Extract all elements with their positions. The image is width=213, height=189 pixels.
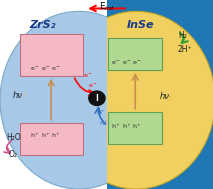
Text: h$^+$: h$^+$ (99, 119, 109, 128)
Text: e$^-$: e$^-$ (52, 65, 61, 73)
Text: e$^-$: e$^-$ (83, 72, 93, 80)
Bar (108, 112, 162, 144)
Bar (106, 0, 213, 189)
Text: I: I (95, 94, 98, 103)
Bar (20, 34, 83, 76)
Polygon shape (23, 89, 26, 100)
Text: h$^+$: h$^+$ (30, 131, 40, 140)
Text: hν: hν (160, 92, 170, 101)
Text: h$^+$: h$^+$ (122, 122, 132, 131)
Text: h$^+$: h$^+$ (111, 122, 121, 131)
Text: e$^-$: e$^-$ (88, 82, 98, 90)
Text: e$^-$: e$^-$ (122, 59, 132, 67)
Text: 2H⁺: 2H⁺ (178, 45, 193, 54)
Circle shape (89, 91, 105, 105)
Text: e$^-$: e$^-$ (41, 65, 51, 73)
Text: h$^+$: h$^+$ (132, 122, 142, 131)
Text: H₂O: H₂O (6, 133, 21, 143)
Ellipse shape (58, 11, 213, 189)
Text: hν: hν (13, 91, 23, 100)
Text: h$^+$: h$^+$ (41, 131, 51, 140)
Ellipse shape (0, 11, 158, 189)
Text: e$^-$: e$^-$ (111, 59, 121, 67)
Text: e$^-$: e$^-$ (30, 65, 40, 73)
Bar (108, 38, 162, 70)
Polygon shape (169, 91, 172, 102)
Text: h$^+$: h$^+$ (96, 108, 106, 117)
Text: ZrS₂: ZrS₂ (29, 20, 56, 29)
Text: H₂: H₂ (178, 31, 187, 40)
Text: E$_{int}$: E$_{int}$ (99, 0, 116, 13)
Ellipse shape (58, 11, 213, 189)
Text: e$^-$: e$^-$ (132, 59, 142, 67)
Text: InSe: InSe (127, 20, 154, 29)
Text: O₂: O₂ (9, 150, 17, 160)
Text: h$^+$: h$^+$ (51, 131, 62, 140)
Bar (20, 123, 83, 155)
